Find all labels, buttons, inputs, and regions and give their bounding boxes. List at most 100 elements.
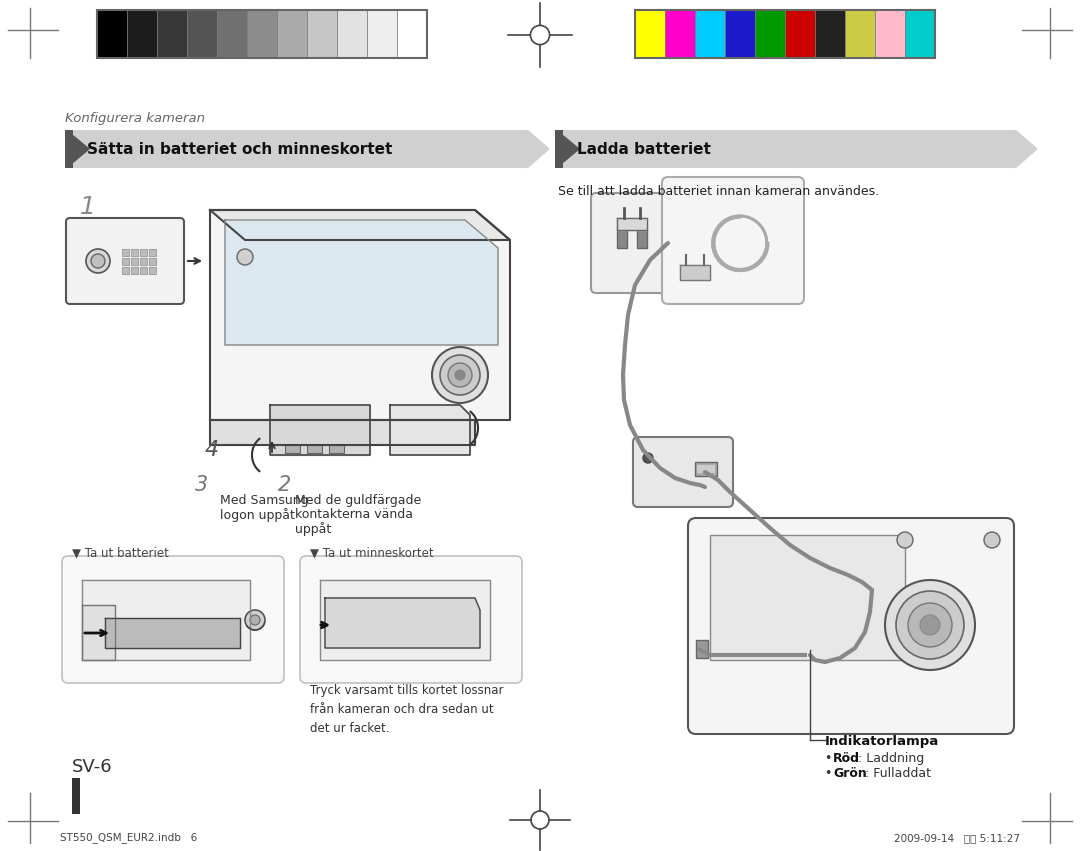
Polygon shape (563, 135, 579, 163)
Bar (367, 10, 397, 58)
Text: 1: 1 (80, 195, 96, 219)
Polygon shape (210, 210, 510, 240)
Bar (72, 778, 80, 814)
Bar (127, 10, 157, 58)
Bar (635, 10, 665, 58)
Circle shape (448, 363, 472, 387)
Bar (785, 10, 815, 58)
Bar (97, 10, 127, 58)
Text: : Laddning: : Laddning (858, 752, 924, 765)
Bar (157, 10, 187, 58)
Text: : Fulladdat: : Fulladdat (865, 767, 931, 780)
Bar (217, 10, 247, 58)
Text: Konfigurera kameran: Konfigurera kameran (65, 112, 205, 125)
Circle shape (908, 603, 951, 647)
Bar (875, 10, 905, 58)
Bar (247, 10, 276, 58)
Bar (307, 445, 322, 453)
Circle shape (237, 249, 253, 265)
Bar (725, 10, 755, 58)
Bar (697, 465, 715, 473)
Circle shape (896, 591, 964, 659)
Circle shape (643, 453, 653, 463)
Polygon shape (320, 580, 490, 660)
Bar (131, 267, 138, 274)
Circle shape (897, 532, 913, 548)
Polygon shape (1015, 130, 1037, 168)
Circle shape (432, 347, 488, 403)
Polygon shape (527, 130, 549, 168)
Circle shape (455, 370, 465, 380)
Polygon shape (82, 580, 249, 660)
Bar (845, 10, 875, 58)
Bar (140, 249, 147, 256)
Text: uppåt: uppåt (295, 522, 332, 536)
Bar (122, 249, 129, 256)
Circle shape (245, 610, 265, 630)
Bar (149, 267, 156, 274)
Polygon shape (225, 220, 498, 345)
FancyBboxPatch shape (62, 556, 284, 683)
Bar (337, 10, 367, 58)
Circle shape (885, 580, 975, 670)
Bar (555, 130, 563, 168)
Text: 3: 3 (195, 475, 208, 495)
Bar (696, 10, 725, 58)
Polygon shape (390, 405, 470, 455)
Text: •: • (825, 767, 836, 780)
Polygon shape (105, 618, 240, 648)
Text: SV-6: SV-6 (72, 758, 112, 776)
Bar (122, 258, 129, 265)
Bar (329, 445, 345, 453)
Bar (696, 462, 717, 476)
Polygon shape (270, 405, 370, 455)
Polygon shape (325, 598, 480, 648)
Bar (140, 267, 147, 274)
Text: 2: 2 (278, 475, 292, 495)
Text: Se till att ladda batteriet innan kameran användes.: Se till att ladda batteriet innan kamera… (558, 185, 879, 198)
Bar (65, 130, 527, 168)
Text: Med de guldfärgade: Med de guldfärgade (295, 494, 421, 507)
Text: 4: 4 (205, 440, 219, 460)
Polygon shape (73, 135, 89, 163)
Circle shape (440, 355, 480, 395)
Bar (665, 10, 696, 58)
FancyBboxPatch shape (688, 518, 1014, 734)
Bar (149, 258, 156, 265)
Bar (140, 258, 147, 265)
Bar (187, 10, 217, 58)
Polygon shape (82, 605, 114, 660)
Bar (710, 535, 905, 660)
Bar (131, 249, 138, 256)
Circle shape (86, 249, 110, 273)
Circle shape (91, 254, 105, 268)
Text: ST550_QSM_EUR2.indb   6: ST550_QSM_EUR2.indb 6 (60, 832, 198, 843)
Bar (149, 249, 156, 256)
Bar (307, 10, 337, 58)
Polygon shape (617, 218, 647, 230)
FancyBboxPatch shape (662, 177, 804, 304)
Text: •: • (825, 752, 836, 765)
FancyBboxPatch shape (633, 437, 733, 507)
Text: Med Samsung-: Med Samsung- (220, 494, 313, 507)
Text: Röd: Röd (833, 752, 860, 765)
Bar (122, 267, 129, 274)
FancyBboxPatch shape (66, 218, 184, 304)
Text: ▼ Ta ut minneskortet: ▼ Ta ut minneskortet (310, 547, 434, 560)
Circle shape (920, 615, 940, 635)
Text: Indikatorlampa: Indikatorlampa (825, 735, 940, 748)
FancyBboxPatch shape (591, 193, 673, 293)
Bar (65, 130, 73, 168)
Bar (617, 228, 627, 248)
Text: ▼ Ta ut batteriet: ▼ Ta ut batteriet (72, 547, 168, 560)
Polygon shape (210, 420, 475, 445)
Bar (97, 10, 427, 58)
Text: Ladda batteriet: Ladda batteriet (577, 141, 711, 157)
Bar (276, 10, 307, 58)
Bar (637, 228, 647, 248)
Bar (131, 258, 138, 265)
Text: kontakterna vända: kontakterna vända (295, 508, 413, 521)
Circle shape (984, 532, 1000, 548)
Bar (635, 10, 935, 58)
Text: Sätta in batteriet och minneskortet: Sätta in batteriet och minneskortet (87, 141, 392, 157)
